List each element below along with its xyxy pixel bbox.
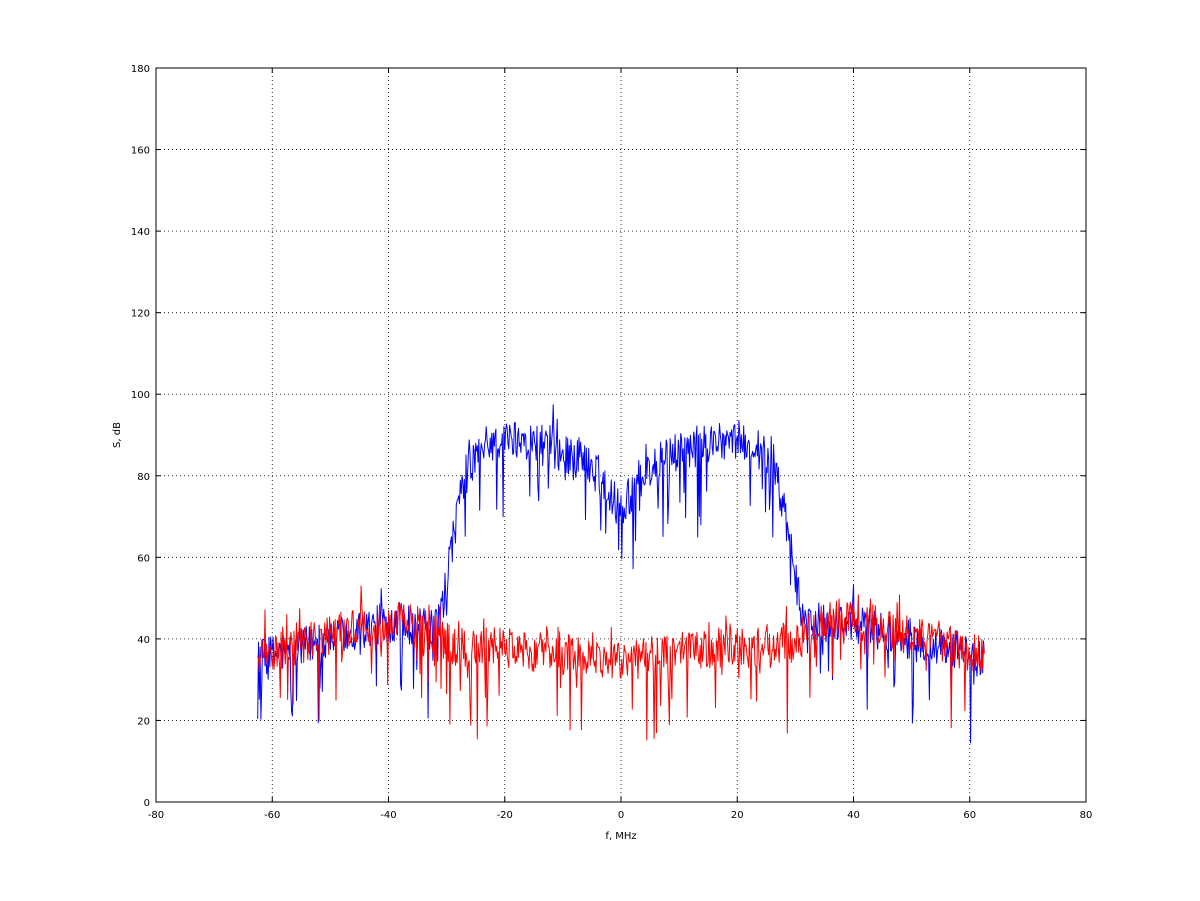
series-2-line [257,585,985,741]
y-tick-label: 60 [137,553,150,564]
x-tick-label: 60 [963,810,976,821]
x-tick-label: 40 [847,810,860,821]
x-tick-label: -80 [148,810,164,821]
ticks: -80 -60 -40 -20 0 20 40 60 80 0 20 40 60 80 100 120 140 1… [131,64,1092,821]
y-tick-label: 40 [137,635,150,646]
x-tick-label: -60 [264,810,280,821]
x-tick-label: 20 [731,810,744,821]
x-tick-label: 80 [1080,810,1093,821]
y-tick-label: 160 [131,146,150,157]
y-tick-label: 140 [131,227,150,238]
y-tick-label: 120 [131,309,150,320]
grid [156,68,1086,802]
y-tick-label: 20 [137,716,150,727]
x-axis-label: f, MHz [605,831,636,842]
plot-area [257,404,985,744]
x-tick-label: -20 [497,810,513,821]
axes-frame [155,67,1087,803]
y-axis-label: S, dB [112,422,123,448]
y-tick-label: 180 [131,64,150,75]
x-tick-label: 0 [618,810,624,821]
y-tick-label: 100 [131,390,150,401]
y-tick-label: 0 [144,798,150,809]
y-tick-label: 80 [137,472,150,483]
x-tick-label: -40 [380,810,396,821]
